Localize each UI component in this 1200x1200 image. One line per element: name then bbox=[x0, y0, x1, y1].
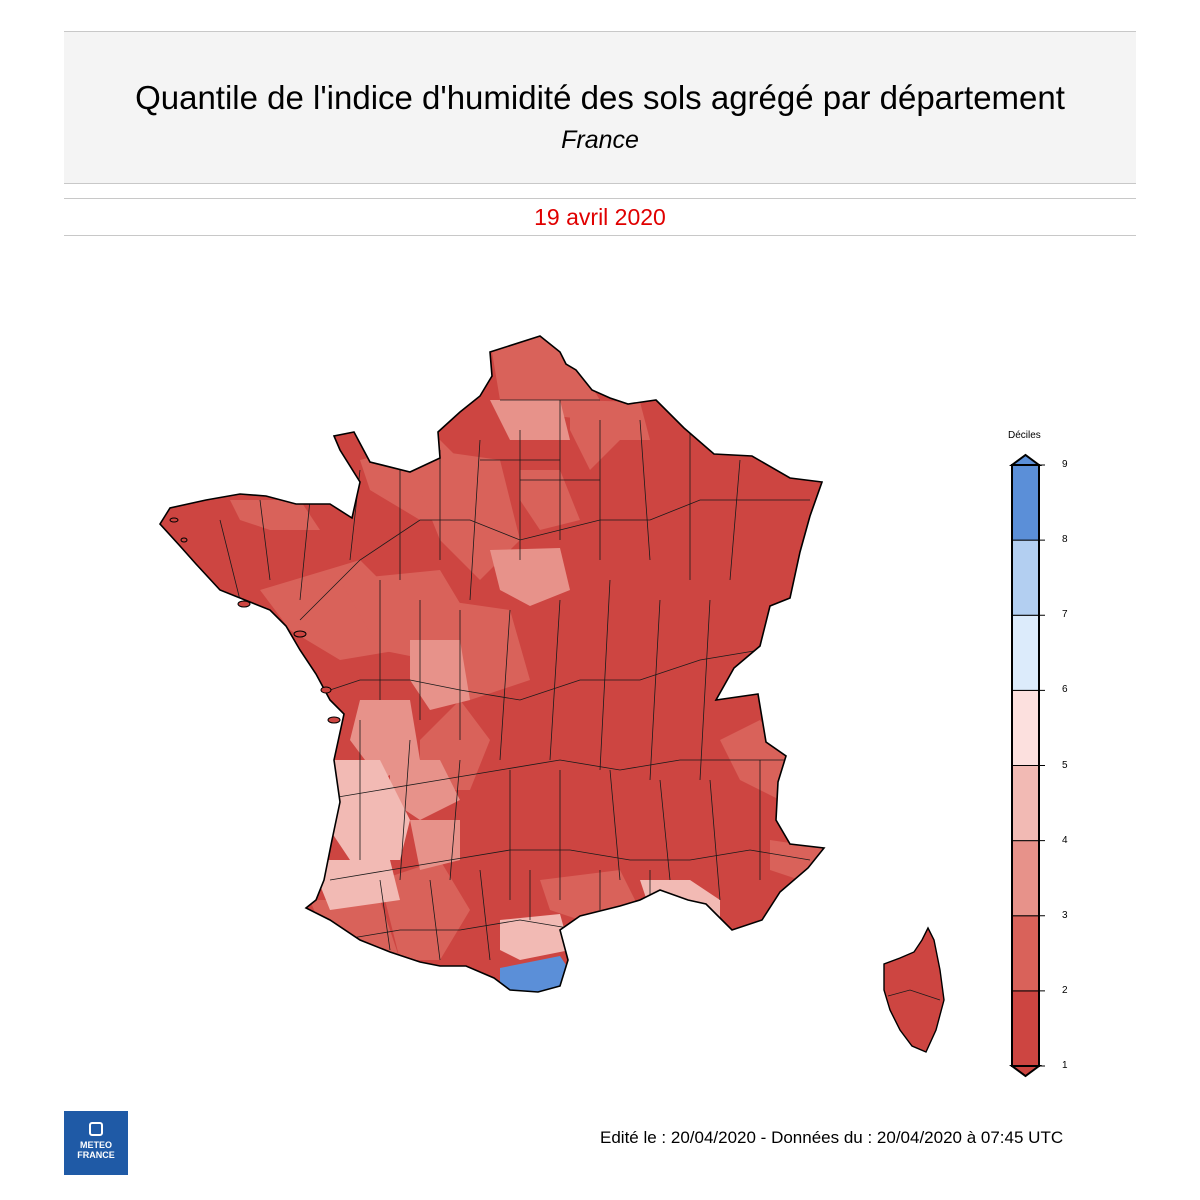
legend-tick-label-3: 3 bbox=[1062, 909, 1068, 921]
legend-colorbar bbox=[1008, 453, 1045, 1078]
legend-swatch-4-5 bbox=[1011, 765, 1040, 842]
footer-edition-info: Edité le : 20/04/2020 - Données du : 20/… bbox=[600, 1128, 1064, 1147]
logo-line-1: METEO bbox=[79, 1140, 112, 1150]
legend-tick-label-1: 1 bbox=[1062, 1060, 1068, 1071]
legend-swatch-6-7 bbox=[1011, 614, 1040, 691]
meteo-france-logo-icon bbox=[89, 1122, 103, 1136]
date-panel: 19 avril 2020 bbox=[64, 198, 1136, 236]
legend-swatch-7-8 bbox=[1011, 539, 1040, 616]
legend-tick-label-9: 9 bbox=[1062, 459, 1068, 470]
map-subtitle: France bbox=[561, 126, 639, 154]
logo-line-2: FRANCE bbox=[77, 1150, 115, 1160]
map-title: Quantile de l'indice d'humidité des sols… bbox=[135, 79, 1065, 116]
corsica-border bbox=[887, 989, 941, 1001]
departement-borders bbox=[219, 399, 811, 961]
legend-swatch-5-6 bbox=[1011, 689, 1040, 766]
legend-title: Déciles bbox=[1008, 430, 1041, 441]
islands bbox=[169, 517, 341, 724]
legend-swatch-2-3 bbox=[1011, 915, 1040, 992]
legend-tick-label-2: 2 bbox=[1062, 984, 1068, 996]
corsica bbox=[883, 926, 945, 1053]
legend-tick-label-4: 4 bbox=[1062, 834, 1068, 846]
legend-swatch-8-9 bbox=[1011, 464, 1040, 541]
class-2-3-zones bbox=[230, 336, 824, 960]
meteo-france-logo: METEO FRANCE bbox=[64, 1111, 128, 1175]
map-date: 19 avril 2020 bbox=[534, 204, 666, 230]
legend-tick-label-5: 5 bbox=[1062, 759, 1068, 771]
departements-layer bbox=[160, 336, 824, 992]
title-panel: Quantile de l'indice d'humidité des sols… bbox=[64, 31, 1136, 184]
legend-swatch-1-2 bbox=[1011, 990, 1040, 1067]
legend-tick-label-7: 7 bbox=[1062, 609, 1068, 621]
legend-arrow-top bbox=[1008, 453, 1043, 466]
legend-swatch-3-4 bbox=[1011, 840, 1040, 917]
legend-arrow-bottom bbox=[1008, 1065, 1043, 1078]
legend-tick-label-6: 6 bbox=[1062, 684, 1068, 696]
legend-tick-label-8: 8 bbox=[1062, 534, 1068, 546]
